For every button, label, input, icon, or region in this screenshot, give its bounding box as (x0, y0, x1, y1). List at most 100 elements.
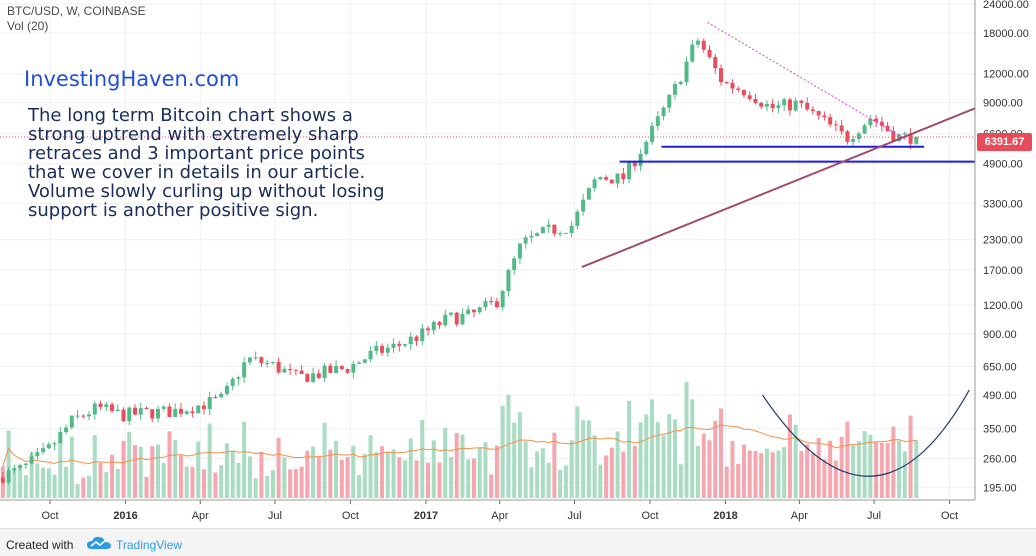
volume-bar (764, 448, 769, 498)
candle-body (782, 99, 787, 106)
volume-bar (810, 453, 815, 498)
candle-body (184, 411, 189, 414)
candle-body (380, 345, 385, 353)
candle-body (265, 362, 270, 364)
volume-bar (914, 440, 919, 498)
volume-bar (110, 454, 115, 498)
candle-body (684, 61, 689, 83)
volume-bar (724, 466, 729, 498)
volume-bar (529, 467, 534, 498)
candle-body (391, 343, 396, 348)
volume-bar (276, 437, 281, 498)
candle-body (477, 307, 482, 313)
candle-body (110, 404, 115, 411)
volume-bar (586, 420, 591, 498)
volume-bar (759, 453, 764, 498)
candle-body (454, 312, 459, 325)
volume-bar (753, 451, 758, 498)
candle-body (747, 95, 752, 99)
volume-bar (638, 422, 643, 498)
volume-bar (546, 462, 551, 498)
y-tick-label: 490.00 (983, 390, 1017, 402)
volume-bar (391, 449, 396, 498)
volume-bar (782, 446, 787, 498)
volume-bar (224, 443, 229, 498)
candle-body (604, 177, 609, 180)
volume-bar (696, 446, 701, 498)
ticker-label: BTC/USD, W, COINBASE (7, 4, 146, 18)
volume-bar (466, 459, 471, 498)
footer-brand-link[interactable]: TradingView (116, 538, 183, 552)
axes: 24000.0018000.0012000.009000.006600.0049… (0, 0, 1029, 522)
candle-body (822, 115, 827, 118)
volume-bar (299, 466, 304, 498)
resistance-line (707, 21, 908, 141)
candle-body (351, 363, 356, 373)
volume-bar (190, 467, 195, 498)
volume-label: Vol (20) (7, 19, 49, 33)
candle-body (839, 125, 844, 132)
candle-body (856, 133, 861, 140)
volume-bar (339, 459, 344, 498)
candle-body (253, 357, 258, 359)
y-tick-label: 12000.00 (983, 69, 1029, 81)
volume-bar (213, 472, 218, 498)
volume-curve (761, 389, 970, 477)
chart-canvas[interactable]: 24000.0018000.0012000.009000.006600.0049… (0, 0, 1036, 528)
volume-bar (420, 419, 425, 498)
y-tick-label: 260.00 (983, 454, 1017, 466)
volume-bar (270, 470, 275, 498)
y-tick-label: 1700.00 (983, 265, 1023, 277)
candle-body (282, 368, 287, 373)
candle-body (322, 365, 327, 378)
candle-body (69, 415, 74, 428)
candle-body (299, 370, 304, 374)
volume-bar (18, 466, 23, 498)
candle-body (770, 103, 775, 109)
volume-bar (138, 446, 143, 498)
candle-body (627, 161, 632, 180)
volume-bar (678, 464, 683, 498)
candle-body (385, 347, 390, 353)
volume-bar (178, 455, 183, 498)
volume-bar (713, 420, 718, 498)
y-tick-label: 18000.00 (983, 28, 1029, 40)
candle-body (718, 68, 723, 83)
y-tick-label: 650.00 (983, 361, 1017, 373)
volume-bar (322, 422, 327, 498)
y-tick-label: 9000.00 (983, 98, 1023, 110)
volume-bar (885, 443, 890, 498)
annotation-line: retraces and 3 important price points (28, 143, 365, 164)
y-tick-label: 195.00 (983, 482, 1017, 494)
annotation-line: Volume slowly curling up without losing (28, 181, 385, 202)
volume-bar (368, 435, 373, 498)
candle-body (161, 406, 166, 409)
volume-bar (540, 448, 545, 498)
candle-body (201, 405, 206, 410)
candle-body (247, 357, 252, 363)
volume-bar (862, 431, 867, 498)
candle-body (466, 309, 471, 314)
candle-body (127, 407, 132, 422)
y-tick-label: 350.00 (983, 424, 1017, 436)
volume-bar (12, 469, 17, 498)
candle-body (787, 99, 792, 111)
candle-body (563, 232, 568, 234)
candle-body (908, 133, 913, 144)
candle-body (638, 153, 643, 167)
volume-bar (805, 444, 810, 498)
candle-body (236, 377, 241, 379)
candle-body (305, 373, 310, 382)
volume-bar (52, 474, 57, 498)
volume-bar (351, 445, 356, 498)
candle-body (776, 105, 781, 109)
y-tick-label: 2300.00 (983, 235, 1023, 247)
candle-body (150, 409, 155, 419)
volume-bar (856, 440, 861, 498)
volume-bar (454, 432, 459, 498)
candle-body (448, 312, 453, 315)
volume-bar (621, 451, 626, 498)
candle-body (914, 136, 919, 144)
volume-bar (684, 381, 689, 498)
candle-body (155, 408, 160, 419)
